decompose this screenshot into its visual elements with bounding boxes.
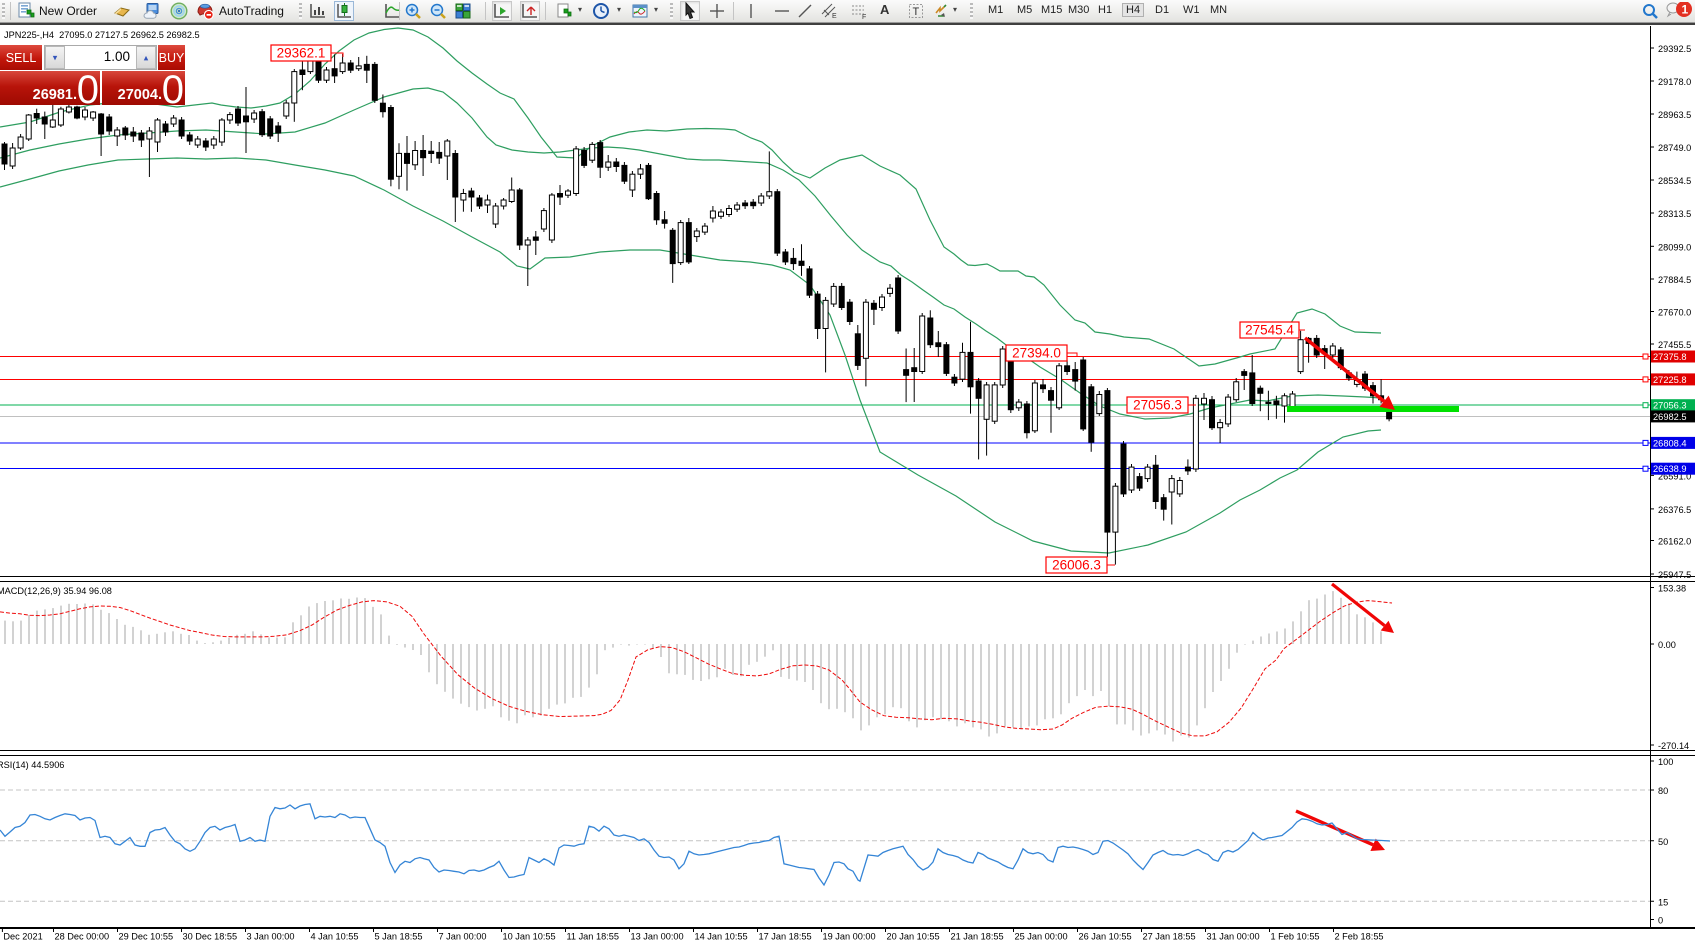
svg-text:15: 15	[1658, 897, 1668, 907]
svg-text:E: E	[832, 13, 837, 20]
svg-text:0.00: 0.00	[1658, 640, 1676, 650]
svg-text:28313.5: 28313.5	[1658, 209, 1691, 219]
svg-text:27056.3: 27056.3	[1653, 401, 1687, 411]
svg-text:20 Jan 10:55: 20 Jan 10:55	[887, 932, 940, 941]
svg-text:3 Jan 00:00: 3 Jan 00:00	[247, 932, 295, 941]
svg-text:28 Dec 00:00: 28 Dec 00:00	[55, 932, 110, 941]
svg-text:MACD(12,26,9) 35.94 96.08: MACD(12,26,9) 35.94 96.08	[0, 586, 112, 596]
svg-text:11 Jan 18:55: 11 Jan 18:55	[567, 932, 619, 941]
svg-text:27455.5: 27455.5	[1658, 340, 1691, 350]
svg-text:F: F	[862, 14, 866, 20]
svg-text:27225.8: 27225.8	[1653, 375, 1687, 385]
svg-text:29178.0: 29178.0	[1658, 77, 1691, 87]
svg-text:26 Jan 10:55: 26 Jan 10:55	[1079, 932, 1132, 941]
svg-text:26638.9: 26638.9	[1653, 464, 1687, 474]
svg-text:28963.5: 28963.5	[1658, 110, 1691, 120]
svg-text:27375.8: 27375.8	[1653, 352, 1687, 362]
svg-text:26591.0: 26591.0	[1658, 471, 1691, 481]
svg-text:T: T	[913, 6, 920, 18]
svg-text:21 Jan 18:55: 21 Jan 18:55	[951, 932, 1004, 941]
svg-text:27884.5: 27884.5	[1658, 275, 1691, 285]
svg-text:80: 80	[1658, 786, 1668, 796]
svg-text:29362.1: 29362.1	[277, 46, 326, 61]
svg-text:28749.0: 28749.0	[1658, 143, 1691, 153]
svg-text:29 Dec 10:55: 29 Dec 10:55	[119, 932, 174, 941]
svg-text:RSI(14) 44.5906: RSI(14) 44.5906	[0, 760, 64, 770]
svg-text:50: 50	[1658, 837, 1668, 847]
svg-text:27056.3: 27056.3	[1133, 398, 1182, 413]
svg-text:27545.4: 27545.4	[1245, 323, 1294, 338]
svg-text:Dec 2021: Dec 2021	[3, 932, 42, 941]
svg-text:7 Jan 00:00: 7 Jan 00:00	[439, 932, 487, 941]
svg-text:28534.5: 28534.5	[1658, 176, 1691, 186]
svg-text:0: 0	[1658, 916, 1663, 926]
svg-text:26376.5: 26376.5	[1658, 505, 1691, 515]
svg-text:26982.5: 26982.5	[1653, 412, 1687, 422]
svg-text:14 Jan 10:55: 14 Jan 10:55	[695, 932, 748, 941]
svg-text:5 Jan 18:55: 5 Jan 18:55	[375, 932, 423, 941]
svg-text:153.38: 153.38	[1658, 584, 1686, 594]
svg-text:4 Jan 10:55: 4 Jan 10:55	[311, 932, 359, 941]
svg-text:25947.5: 25947.5	[1658, 570, 1691, 580]
svg-text:27 Jan 18:55: 27 Jan 18:55	[1143, 932, 1196, 941]
svg-text:17 Jan 18:55: 17 Jan 18:55	[759, 932, 812, 941]
svg-text:26006.3: 26006.3	[1052, 558, 1101, 573]
svg-text:26162.0: 26162.0	[1658, 537, 1691, 547]
svg-text:-270.14: -270.14	[1658, 741, 1689, 751]
svg-text:28099.0: 28099.0	[1658, 242, 1691, 252]
svg-text:31 Jan 00:00: 31 Jan 00:00	[1207, 932, 1260, 941]
svg-text:26808.4: 26808.4	[1653, 438, 1687, 448]
svg-text:13 Jan 00:00: 13 Jan 00:00	[631, 932, 684, 941]
svg-text:30 Dec 18:55: 30 Dec 18:55	[183, 932, 238, 941]
svg-text:1 Feb 10:55: 1 Feb 10:55	[1271, 932, 1320, 941]
svg-text:2 Feb 18:55: 2 Feb 18:55	[1335, 932, 1384, 941]
svg-text:JPN225-,H4 27095.0 27127.5 26: JPN225-,H4 27095.0 27127.5 26962.5 26982…	[4, 30, 200, 40]
svg-text:19 Jan 00:00: 19 Jan 00:00	[823, 932, 876, 941]
svg-text:1: 1	[1682, 3, 1689, 17]
svg-text:10 Jan 10:55: 10 Jan 10:55	[503, 932, 556, 941]
svg-text:100: 100	[1658, 757, 1673, 767]
svg-text:29392.5: 29392.5	[1658, 44, 1691, 54]
svg-text:27394.0: 27394.0	[1012, 346, 1061, 361]
svg-text:27670.0: 27670.0	[1658, 308, 1691, 318]
svg-text:25 Jan 00:00: 25 Jan 00:00	[1015, 932, 1068, 941]
